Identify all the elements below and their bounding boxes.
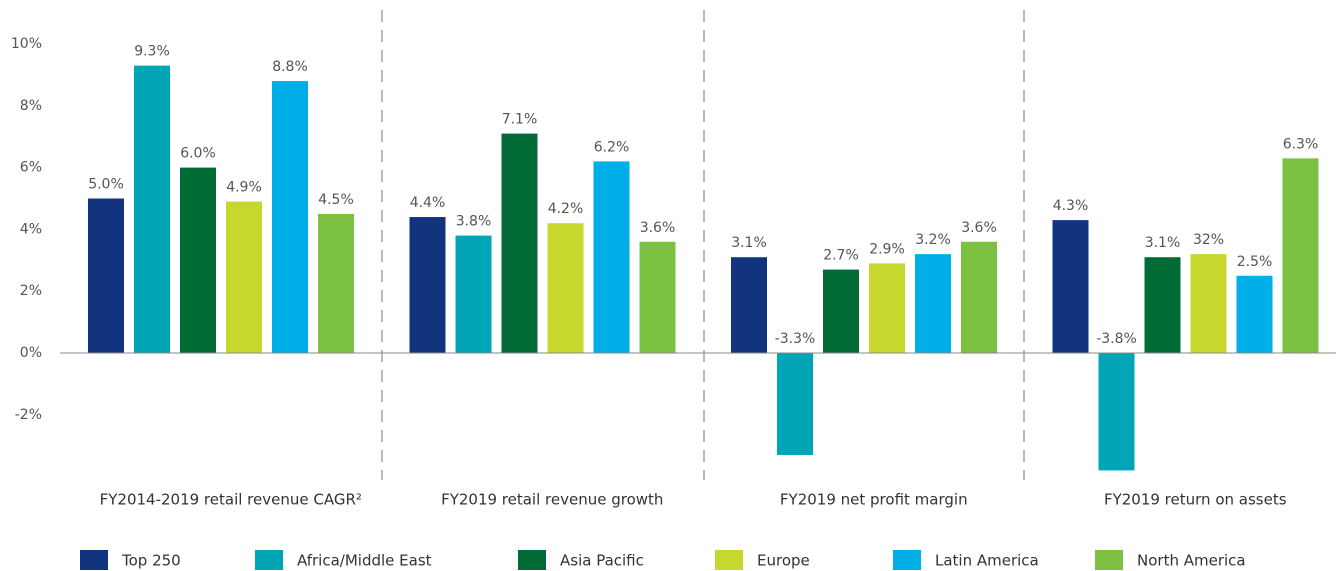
data-label: 4.3% <box>1053 198 1089 214</box>
legend-swatch <box>1095 550 1123 570</box>
bar <box>272 81 308 353</box>
legend-label: Latin America <box>935 552 1039 570</box>
y-tick-label: -2% <box>15 407 42 423</box>
legend-label: Europe <box>757 552 810 570</box>
data-label: 4.9% <box>226 180 262 196</box>
y-tick-label: 8% <box>20 98 42 114</box>
data-label: 2.5% <box>1237 254 1273 270</box>
bar <box>961 241 997 353</box>
data-label: 3.2% <box>915 232 951 248</box>
legend-swatch <box>715 550 743 570</box>
bar <box>915 254 951 353</box>
bar <box>1282 158 1319 353</box>
data-label: 9.3% <box>134 44 170 60</box>
legend-label: North America <box>1137 552 1246 570</box>
legend-swatch <box>518 550 546 570</box>
bar <box>869 263 905 353</box>
bar <box>1144 257 1181 353</box>
x-tick-label: FY2019 retail revenue growth <box>441 491 663 509</box>
legend-label: Top 250 <box>121 552 181 570</box>
bar <box>409 217 446 353</box>
legend-swatch <box>255 550 283 570</box>
data-label: 4.2% <box>548 201 584 217</box>
bar <box>777 353 813 455</box>
bar <box>547 223 584 353</box>
data-label: 3.6% <box>640 220 676 236</box>
bar <box>1098 353 1135 471</box>
bar <box>88 198 124 353</box>
bar <box>639 241 676 353</box>
bar <box>823 269 859 353</box>
data-label: 7.1% <box>502 112 538 128</box>
data-label: 4.4% <box>410 195 446 211</box>
legend-label: Asia Pacific <box>560 552 644 570</box>
separators <box>381 10 1025 480</box>
bar <box>455 235 492 353</box>
data-label: 6.0% <box>180 146 216 162</box>
data-label: -3.3% <box>775 331 816 347</box>
x-tick-label: FY2019 net profit margin <box>780 491 968 509</box>
y-tick-label: 2% <box>20 283 42 299</box>
legend-swatch <box>893 550 921 570</box>
data-label: 6.2% <box>594 139 630 155</box>
legend-label: Africa/Middle East <box>297 552 432 570</box>
data-label: 3.6% <box>961 220 997 236</box>
data-label: 2.7% <box>823 248 859 264</box>
y-tick-label: 0% <box>20 345 42 361</box>
bar <box>731 257 767 353</box>
data-label: 3.8% <box>456 214 492 230</box>
data-label: 3.1% <box>1145 235 1181 251</box>
bar <box>1190 254 1227 353</box>
data-label: 2.9% <box>869 241 905 257</box>
legend-swatch <box>80 550 108 570</box>
bar <box>1052 220 1089 353</box>
bar <box>593 161 630 353</box>
data-label: 32% <box>1193 232 1224 248</box>
y-tick-label: 6% <box>20 160 42 176</box>
bar <box>180 167 216 353</box>
bar <box>226 201 262 353</box>
x-tick-label: FY2019 return on assets <box>1104 491 1287 509</box>
bar <box>1236 275 1273 353</box>
data-label: 6.3% <box>1283 136 1319 152</box>
data-label: 5.0% <box>88 177 124 193</box>
y-tick-label: 4% <box>20 221 42 237</box>
data-label: 8.8% <box>272 59 308 75</box>
bar <box>501 133 538 353</box>
data-label: -3.8% <box>1096 331 1137 347</box>
data-label: 3.1% <box>731 235 767 251</box>
data-label: 4.5% <box>318 192 354 208</box>
bar <box>318 213 354 353</box>
bar <box>134 65 170 353</box>
y-tick-label: 10% <box>11 36 42 52</box>
x-tick-label: FY2014-2019 retail revenue CAGR² <box>100 491 362 509</box>
